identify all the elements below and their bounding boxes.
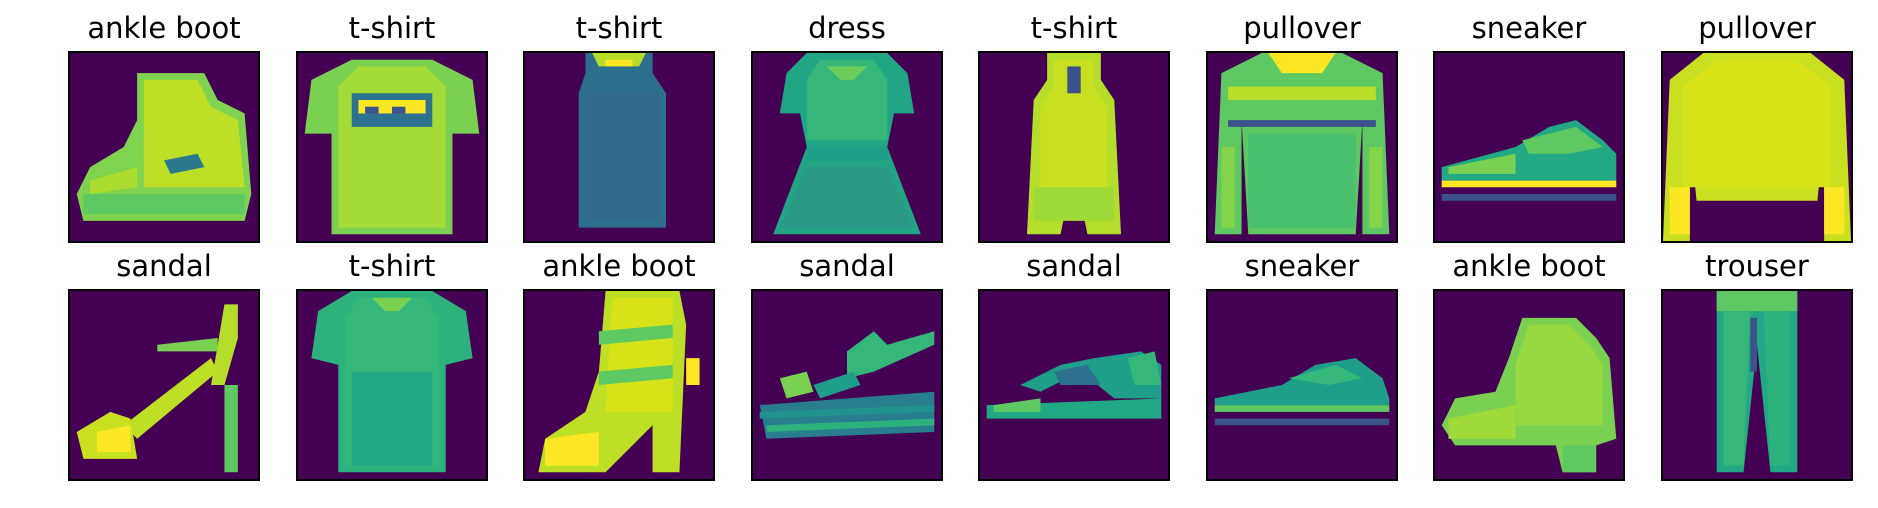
- image-title: sandal: [1026, 249, 1122, 283]
- tank-top-icon: [525, 53, 713, 241]
- image-title: trouser: [1705, 249, 1809, 283]
- image-title: sneaker: [1471, 11, 1587, 45]
- pullover-image: [1206, 51, 1398, 243]
- sneaker-image: [1206, 289, 1398, 481]
- ankle-boot-image: [1433, 289, 1625, 481]
- image-title: ankle boot: [542, 249, 696, 283]
- platform-sandal-image: [751, 289, 943, 481]
- image-title: sandal: [116, 249, 212, 283]
- ankle-boot-icon: [1435, 291, 1623, 479]
- image-title: ankle boot: [1452, 249, 1606, 283]
- t-shirt-icon: [298, 53, 486, 241]
- t-shirt-image: [296, 51, 488, 243]
- image-title: pullover: [1243, 11, 1361, 45]
- trouser-image: [1661, 289, 1853, 481]
- pullover-icon: [1663, 53, 1851, 241]
- image-title: sandal: [799, 249, 895, 283]
- ankle-boot-image: [68, 51, 260, 243]
- t-shirt-icon: [298, 291, 486, 479]
- sneaker-icon: [1435, 53, 1623, 241]
- image-title: sneaker: [1244, 249, 1360, 283]
- heeled-boot-icon: [525, 291, 713, 479]
- sneaker-image: [1433, 51, 1625, 243]
- t-shirt-image: [296, 289, 488, 481]
- pullover-image: [1661, 51, 1853, 243]
- trouser-icon: [1663, 291, 1851, 479]
- heeled-boot-image: [523, 289, 715, 481]
- flat-sandal-image: [978, 289, 1170, 481]
- tank-top-image: [523, 51, 715, 243]
- image-title: t-shirt: [348, 249, 436, 283]
- image-title: t-shirt: [575, 11, 663, 45]
- dress-image: [751, 51, 943, 243]
- top-icon: [980, 53, 1168, 241]
- ankle-boot-icon: [70, 53, 258, 241]
- image-title: t-shirt: [1030, 11, 1118, 45]
- high-heel-sandal-icon: [70, 291, 258, 479]
- image-title: pullover: [1698, 11, 1816, 45]
- image-title: ankle boot: [87, 11, 241, 45]
- image-title: t-shirt: [348, 11, 436, 45]
- sneaker-icon: [1208, 291, 1396, 479]
- dress-icon: [753, 53, 941, 241]
- pullover-icon: [1208, 53, 1396, 241]
- high-heel-sandal-image: [68, 289, 260, 481]
- flat-sandal-icon: [980, 291, 1168, 479]
- top-image: [978, 51, 1170, 243]
- platform-sandal-icon: [753, 291, 941, 479]
- image-title: dress: [808, 11, 886, 45]
